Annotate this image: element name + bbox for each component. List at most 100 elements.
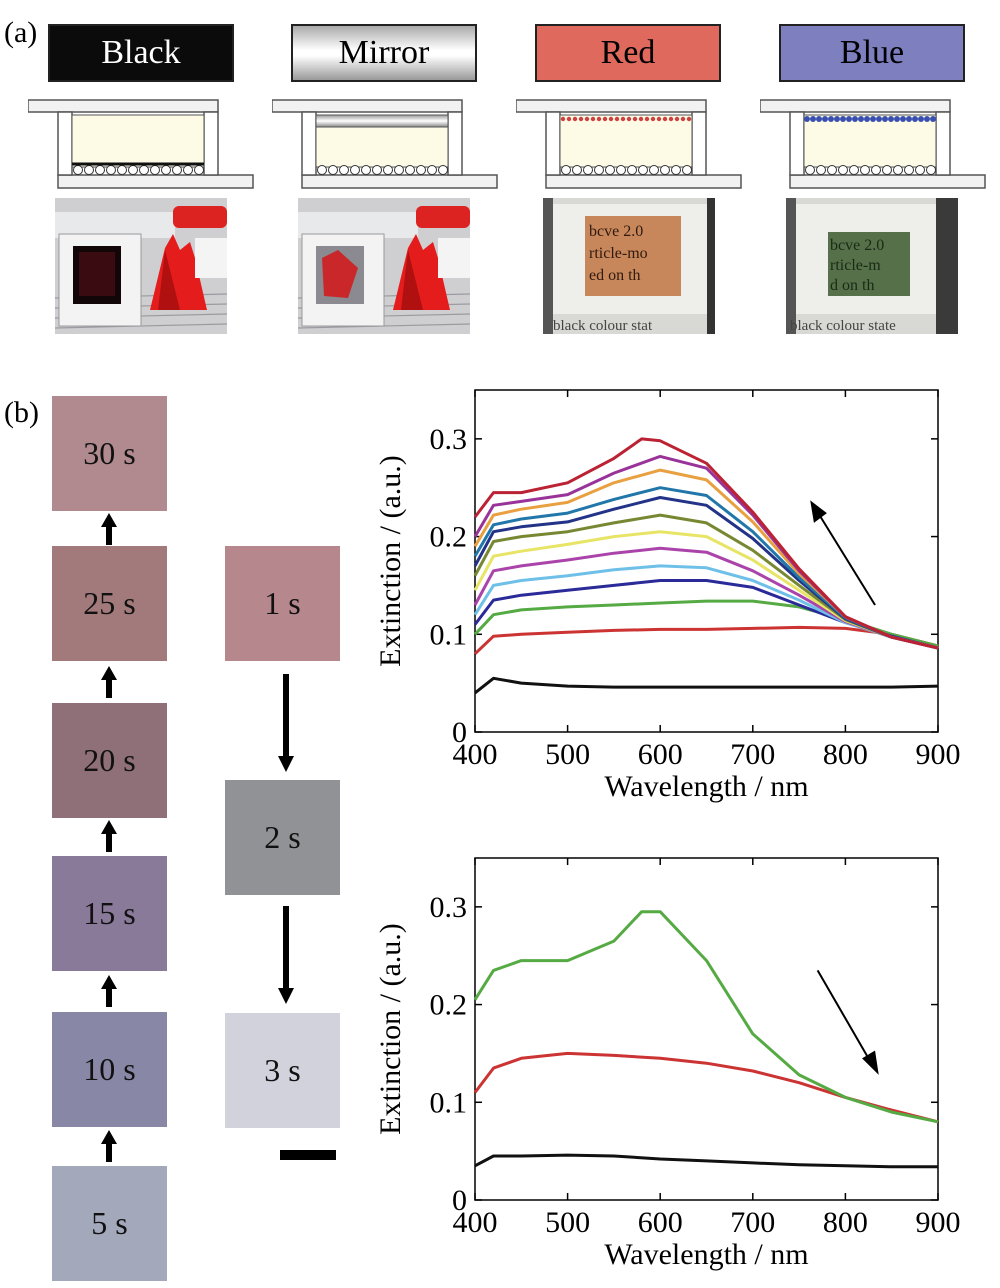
- particle: [822, 116, 828, 122]
- particle: [117, 165, 127, 175]
- particle: [561, 165, 571, 175]
- particle: [876, 116, 882, 122]
- state-label-black: Black: [101, 34, 181, 71]
- x-tick-label: 600: [638, 1206, 683, 1239]
- particle: [918, 116, 924, 122]
- particle: [596, 116, 602, 122]
- particle: [172, 165, 182, 175]
- particle: [834, 116, 840, 122]
- color-tile-10s: 10 s: [52, 1012, 167, 1127]
- particle-layer-bottom: [561, 165, 692, 175]
- particle: [840, 116, 846, 122]
- particle: [858, 116, 864, 122]
- particle: [620, 116, 626, 122]
- particle: [930, 116, 936, 122]
- x-tick-label: 500: [545, 738, 590, 771]
- y-tick-label: 0: [452, 1184, 467, 1217]
- particle: [671, 165, 681, 175]
- y-axis-label: Extinction / (a.u.): [374, 455, 407, 667]
- particle: [339, 165, 349, 175]
- particle: [416, 165, 426, 175]
- photo-blue-text-3: black colour state: [790, 318, 896, 334]
- particle: [660, 165, 670, 175]
- panel-b-label: (b): [4, 396, 39, 429]
- panel-a-label: (a): [4, 16, 38, 49]
- particle: [924, 116, 930, 122]
- down-arrow-icon: [278, 674, 294, 772]
- trend-arrow-icon: [816, 969, 879, 1075]
- photo-red-state: bcve 2.0 rticle-mo ed on th black colour…: [543, 198, 715, 334]
- x-tick-label: 700: [730, 1206, 775, 1239]
- particle: [662, 116, 668, 122]
- color-tile-2s: 2 s: [225, 780, 340, 895]
- particle: [650, 116, 656, 122]
- particle: [680, 116, 686, 122]
- series-line-3: [473, 579, 939, 650]
- up-arrow-icon: [101, 513, 117, 545]
- particle: [906, 116, 912, 122]
- plot-frame: [474, 857, 939, 1201]
- particle: [668, 116, 674, 122]
- color-tile-5s: 5 s: [52, 1166, 167, 1281]
- x-axis-label: Wavelength / nm: [604, 1238, 808, 1271]
- color-tile-1s: 1 s: [225, 546, 340, 661]
- y-tick-label: 0.2: [430, 521, 468, 554]
- particle: [317, 165, 327, 175]
- particle: [361, 165, 371, 175]
- photo-red-text-3: black colour stat: [553, 318, 653, 334]
- color-tile-15s: 15 s: [52, 856, 167, 971]
- state-box-blue: Blue: [779, 24, 965, 82]
- particle: [578, 116, 584, 122]
- particle: [912, 116, 918, 122]
- particle: [649, 165, 659, 175]
- particle: [827, 165, 837, 175]
- particle-layer-bottom: [805, 165, 936, 175]
- particle: [150, 165, 160, 175]
- x-tick-label: 900: [916, 1206, 961, 1239]
- particle: [594, 165, 604, 175]
- series-line-0: [474, 1153, 938, 1169]
- particle: [805, 165, 815, 175]
- particle: [816, 165, 826, 175]
- particle: [427, 165, 437, 175]
- particle: [614, 116, 620, 122]
- tile-time-label: 25 s: [83, 585, 136, 621]
- particle: [161, 165, 171, 175]
- device-schematic-black: [28, 99, 254, 189]
- particle-layer-top-red: [560, 116, 692, 122]
- particle: [73, 165, 83, 175]
- particle: [904, 165, 914, 175]
- particle: [893, 165, 903, 175]
- x-tick-label: 400: [453, 1206, 498, 1239]
- particle: [84, 165, 94, 175]
- up-arrow-icon: [101, 975, 117, 1007]
- particle: [638, 116, 644, 122]
- particle: [686, 116, 692, 122]
- particle: [656, 116, 662, 122]
- particle-layer-top-blue: [804, 116, 936, 122]
- photo-red-text-2: ed on th: [589, 267, 641, 284]
- state-box-black: Black: [48, 24, 234, 82]
- tile-time-label: 20 s: [83, 742, 136, 778]
- tile-time-label: 2 s: [264, 819, 301, 855]
- photo-mirror-state: [298, 198, 470, 334]
- particle: [572, 116, 578, 122]
- particle: [804, 116, 810, 122]
- up-arrow-icon: [101, 820, 117, 852]
- y-axis-label: Extinction / (a.u.): [374, 923, 407, 1135]
- particle-layer-bottom: [317, 165, 448, 175]
- particle: [810, 116, 816, 122]
- particle: [888, 116, 894, 122]
- x-tick-label: 700: [730, 738, 775, 771]
- x-tick-label: 500: [545, 1206, 590, 1239]
- scale-bar: [280, 1150, 336, 1160]
- x-tick-label: 600: [638, 738, 683, 771]
- particle: [194, 165, 204, 175]
- particle: [682, 165, 692, 175]
- series-line-2: [473, 599, 939, 648]
- particle: [838, 165, 848, 175]
- extinction-chart-bottom: 400 500 600 700 800 900 0 0.1 0.2 0.3 Wavelength /…: [374, 857, 961, 1271]
- particle: [860, 165, 870, 175]
- particle: [572, 165, 582, 175]
- particle: [128, 165, 138, 175]
